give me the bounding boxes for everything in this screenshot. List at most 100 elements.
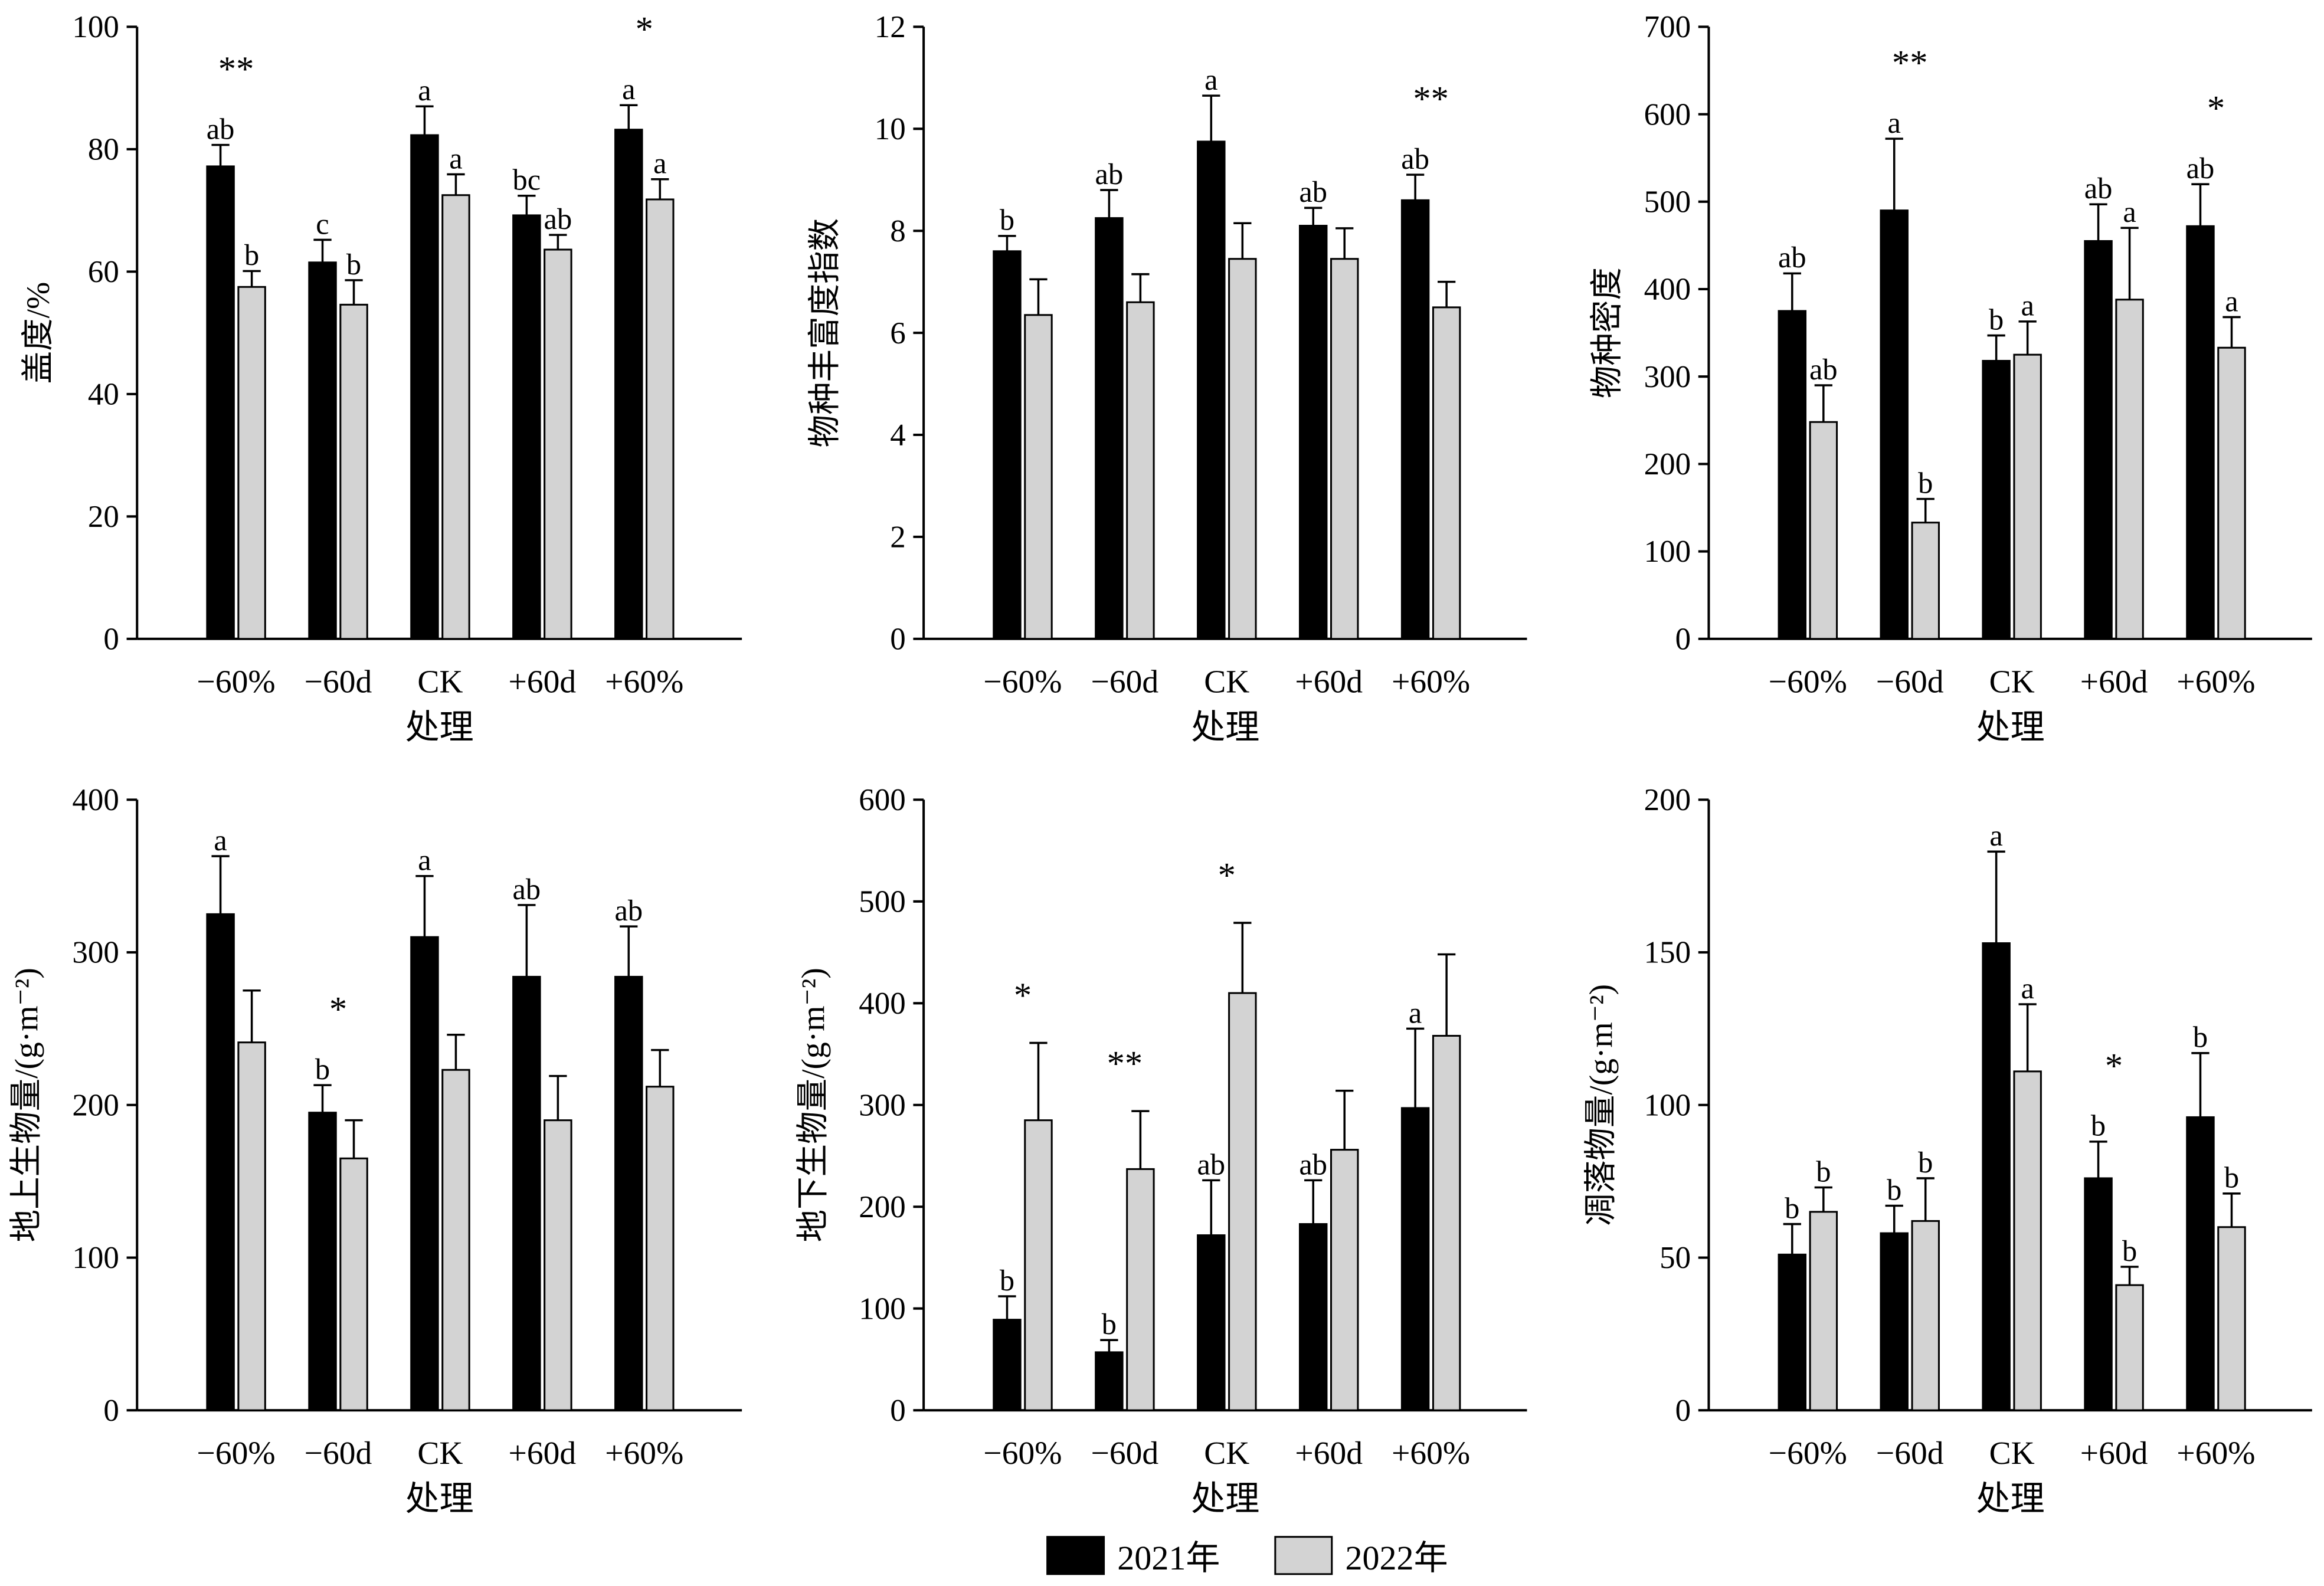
x-tick-label: +60d [2080,664,2148,700]
y-tick-label: 200 [1644,783,1691,817]
bar-2022-group-3 [1228,992,1257,1411]
x-tick-label: +60% [2176,664,2255,700]
bar-2021-group-2 [1880,209,1909,640]
bar-2022-group-3 [441,194,470,640]
x-tick-label: +60d [509,1436,577,1472]
y-tick-label: 12 [875,10,906,44]
significance-letter-2021-group-1: b [1000,204,1014,237]
significance-letter-2021-group-2: b [315,1053,330,1086]
bar-2021-group-4 [512,214,541,640]
y-axis-title: 物种密度 [1589,267,1625,398]
x-tick-label: −60% [197,664,276,700]
bar-2021-group-2 [1095,1351,1124,1411]
x-axis-title: 处理 [405,708,474,746]
y-axis-title: 凋落物量/(g·m⁻²) [1583,984,1619,1226]
y-tick-label: 50 [1659,1241,1691,1275]
legend-swatch-2022 [1274,1536,1333,1575]
y-tick-label: 500 [859,884,906,919]
y-tick-label: 400 [72,783,119,817]
y-axis-title: 地下生物量/(g·m⁻²) [796,968,832,1242]
significance-letter-2021-group-2: b [1887,1173,1901,1206]
significance-star-group-5: ** [1413,80,1449,119]
significance-letter-2021-group-4: ab [2084,172,2113,205]
significance-letter-2022-group-3: a [2021,972,2034,1005]
significance-star-group-2: * [329,990,347,1030]
significance-star-group-5: * [2207,89,2225,129]
significance-letter-2021-group-5: ab [614,894,643,927]
x-tick-label: +60% [1392,1436,1470,1472]
y-tick-label: 0 [1675,1394,1691,1428]
x-tick-label: CK [417,664,463,700]
y-tick-label: 500 [1644,185,1691,219]
significance-letter-2022-group-2: b [1918,1146,1933,1179]
bar-2022-group-3 [2013,353,2042,640]
x-tick-label: −60% [1769,664,1847,700]
bar-2021-group-2 [308,261,337,640]
significance-letter-2021-group-2: b [1102,1308,1117,1341]
x-tick-label: +60d [1295,1436,1363,1472]
y-tick-label: 8 [890,214,906,248]
y-tick-label: 100 [72,1241,119,1275]
bar-2022-group-1 [1809,1211,1838,1411]
significance-letter-2022-group-1: ab [1809,353,1838,386]
y-axis-title: 盖度/% [21,282,57,384]
significance-letter-2021-group-3: a [1989,819,2002,852]
y-tick-label: 0 [890,1394,906,1428]
significance-letter-2022-group-2: b [346,248,361,281]
bar-2021-group-5 [614,975,643,1411]
y-tick-label: 100 [1644,535,1691,569]
y-tick-label: 100 [1644,1088,1691,1122]
bar-2022-group-1 [1809,421,1838,640]
bar-2022-group-5 [2217,1226,2246,1411]
y-tick-label: 4 [890,418,906,453]
y-tick-label: 6 [890,316,906,350]
x-tick-label: −60d [1876,664,1944,700]
bar-2022-group-5 [1432,306,1461,640]
bar-2022-group-4 [1330,258,1359,640]
significance-star-group-5: * [636,10,653,50]
x-tick-label: CK [1989,1436,2035,1472]
x-tick-label: −60% [197,1436,276,1472]
y-tick-label: 600 [1644,97,1691,132]
bar-2022-group-2 [339,303,368,640]
y-tick-label: 100 [72,10,119,44]
x-tick-label: +60d [2080,1436,2148,1472]
bar-2021-group-2 [308,1112,337,1411]
y-tick-label: 300 [1644,360,1691,394]
bar-2022-group-4 [2115,1284,2144,1411]
significance-letter-2021-group-5: ab [1401,142,1429,175]
y-tick-label: 400 [1644,273,1691,307]
x-tick-label: +60% [605,1436,683,1472]
x-axis-title: 处理 [1976,1479,2045,1518]
x-tick-label: −60d [305,1436,372,1472]
bar-2022-group-2 [1911,1220,1940,1411]
y-tick-label: 0 [103,622,119,656]
x-tick-label: +60d [1295,664,1363,700]
bar-2022-group-4 [1330,1149,1359,1411]
x-tick-label: CK [1204,1436,1249,1472]
significance-letter-2022-group-1: b [1816,1155,1831,1188]
significance-letter-2021-group-3: a [418,844,431,877]
bar-2022-group-2 [1126,301,1155,640]
bar-2022-group-5 [646,198,675,640]
chart-panel-6: 0 50 100 150 200 凋落物量/(g·m⁻²) 处理 −60% −60d CK +60d… [1583,783,2312,1518]
bar-2021-group-4 [1298,1223,1328,1411]
legend-label-2021: 2021年 [1117,1539,1220,1577]
x-axis-title: 处理 [1191,708,1259,746]
x-tick-label: −60d [1876,1436,1944,1472]
y-tick-label: 200 [1644,447,1691,481]
x-tick-label: −60% [1769,1436,1847,1472]
significance-letter-2021-group-4: ab [1299,175,1327,208]
y-tick-label: 400 [859,987,906,1021]
chart-panel-4: 0 100 200 300 400 地上生物量/(g·m⁻²) 处理 −60% −60d CK +6… [9,783,742,1518]
bar-2021-group-3 [1197,140,1226,640]
bar-2022-group-2 [1126,1168,1155,1411]
y-tick-label: 80 [88,133,119,167]
significance-letter-2021-group-1: b [1000,1264,1014,1297]
significance-star-group-3: * [1218,856,1236,895]
bar-2022-group-5 [646,1086,675,1411]
y-tick-label: 300 [859,1088,906,1122]
bar-2021-group-5 [1400,1107,1430,1411]
significance-letter-2021-group-3: ab [1197,1148,1225,1181]
